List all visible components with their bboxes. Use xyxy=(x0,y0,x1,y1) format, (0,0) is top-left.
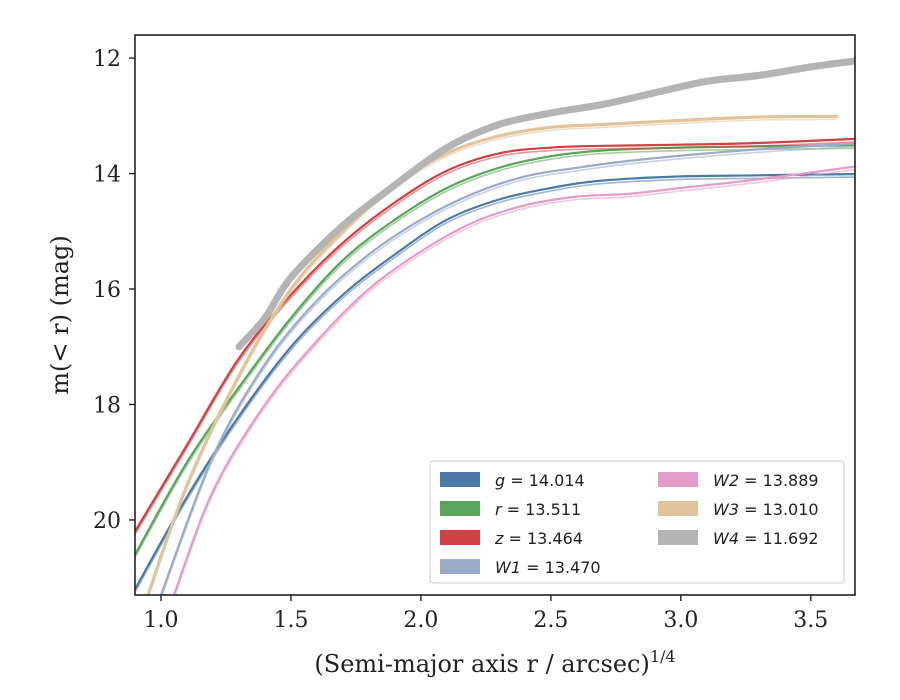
legend-swatch-w4 xyxy=(658,530,698,545)
x-tick-label: 1.0 xyxy=(143,608,178,633)
series-line-g-model xyxy=(135,176,855,593)
series-line-w4 xyxy=(235,57,855,351)
plot-frame xyxy=(134,34,856,596)
x-tick-label: 3.0 xyxy=(663,608,698,633)
legend-label-w4: W4 = 11.692 xyxy=(713,529,819,548)
x-axis: 1.0 1.5 2.0 2.5 3.0 3.5 xyxy=(143,595,828,633)
series-line-w4-model xyxy=(238,63,855,351)
legend-label-w3: W3 = 13.010 xyxy=(713,500,819,519)
y-tick-label: 14 xyxy=(93,163,121,188)
series-line-w1 xyxy=(159,142,855,595)
x-axis-label-text: (Semi-major axis r / arcsec) xyxy=(314,650,649,678)
legend-swatch-w3 xyxy=(658,501,698,516)
y-tick-label: 12 xyxy=(93,47,121,72)
series-line-z-model xyxy=(135,141,855,535)
legend-label-w1: W1 = 13.470 xyxy=(495,558,601,577)
legend-label-w2: W2 = 13.889 xyxy=(713,471,819,490)
x-tick-label: 3.5 xyxy=(793,608,828,633)
legend: g = 14.014 r = 13.511 z = 13.464 W1 = 13.47… xyxy=(429,460,845,584)
y-tick-label: 18 xyxy=(93,393,121,418)
series-line-w2 xyxy=(172,165,855,595)
legend-swatch-w1 xyxy=(440,559,480,574)
series-line-g xyxy=(135,173,855,591)
x-tick-label: 2.0 xyxy=(403,608,438,633)
x-tick-label: 1.5 xyxy=(273,608,308,633)
series-line-r-model xyxy=(135,147,855,558)
legend-swatch-z xyxy=(440,530,480,545)
legend-box xyxy=(429,460,845,584)
y-axis: 12 14 16 18 20 xyxy=(93,47,135,534)
legend-swatch-w2 xyxy=(658,472,698,487)
y-axis-label: m(< r) (mag) xyxy=(46,235,74,394)
legend-swatch-g xyxy=(440,472,480,487)
series-line-z xyxy=(135,137,855,533)
legend-label-r: r = 13.511 xyxy=(495,500,581,519)
legend-label-g: g = 14.014 xyxy=(495,471,585,490)
x-axis-label: (Semi-major axis r / arcsec)1/4 xyxy=(314,647,675,678)
y-tick-label: 20 xyxy=(93,509,121,534)
legend-swatch-r xyxy=(440,501,480,516)
x-tick-label: 2.5 xyxy=(533,608,568,633)
series-layer xyxy=(135,57,855,595)
series-line-w1-model xyxy=(161,145,855,595)
x-axis-label-exponent: 1/4 xyxy=(650,647,676,666)
y-tick-label: 16 xyxy=(93,278,121,303)
series-line-w2-model xyxy=(174,168,855,595)
legend-label-z: z = 13.464 xyxy=(494,529,583,548)
